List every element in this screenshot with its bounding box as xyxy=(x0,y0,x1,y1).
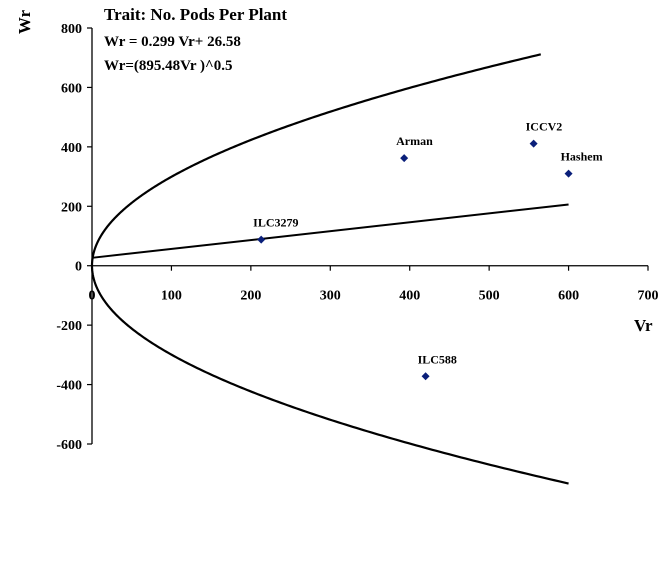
x-tick-label: 700 xyxy=(638,289,659,304)
x-axis-title: Vr xyxy=(634,316,653,335)
curves xyxy=(90,53,569,485)
y-tick-label: 800 xyxy=(61,22,82,37)
regression-line xyxy=(91,203,569,259)
axes: 800 600 400 200 0 -200 -400 -600 0 100 200 300 400 50… xyxy=(56,22,658,453)
data-point xyxy=(421,372,430,381)
x-tick-label: 200 xyxy=(240,289,261,304)
chart-title: Trait: No. Pods Per Plant xyxy=(104,5,287,24)
y-tick-label: -200 xyxy=(56,319,82,334)
y-tick-label: -600 xyxy=(56,438,82,453)
data-point-label: ILC3279 xyxy=(253,216,298,230)
data-point xyxy=(257,235,266,244)
data-point xyxy=(564,169,573,178)
parabola-equation: Wr=(895.48Vr )^0.5 xyxy=(104,58,233,74)
y-axis-title: Wr xyxy=(15,9,34,34)
y-tick-label: 0 xyxy=(75,260,82,275)
x-tick-label: 400 xyxy=(399,289,420,304)
regression-equation: Wr = 0.299 Vr+ 26.58 xyxy=(104,34,241,50)
data-point-label: Arman xyxy=(396,134,433,148)
data-point xyxy=(529,139,538,148)
data-points: ILC3279 Arman ICCV2 Hashem ILC588 xyxy=(253,120,603,381)
y-tick-label: 400 xyxy=(61,141,82,156)
x-tick-label: 300 xyxy=(320,289,341,304)
y-tick-label: 600 xyxy=(61,81,82,96)
parabola-lower-branch xyxy=(90,265,569,485)
x-tick-label: 500 xyxy=(479,289,500,304)
parabola-upper-branch xyxy=(90,53,542,266)
data-point-label: Hashem xyxy=(561,150,603,164)
x-tick-label: 100 xyxy=(161,289,182,304)
data-point xyxy=(400,154,409,163)
x-tick-label: 600 xyxy=(558,289,579,304)
data-point-label: ICCV2 xyxy=(526,120,563,134)
data-point-label: ILC588 xyxy=(418,352,457,366)
x-tick-label: 0 xyxy=(89,289,96,304)
y-tick-label: 200 xyxy=(61,200,82,215)
y-tick-label: -400 xyxy=(56,379,82,394)
